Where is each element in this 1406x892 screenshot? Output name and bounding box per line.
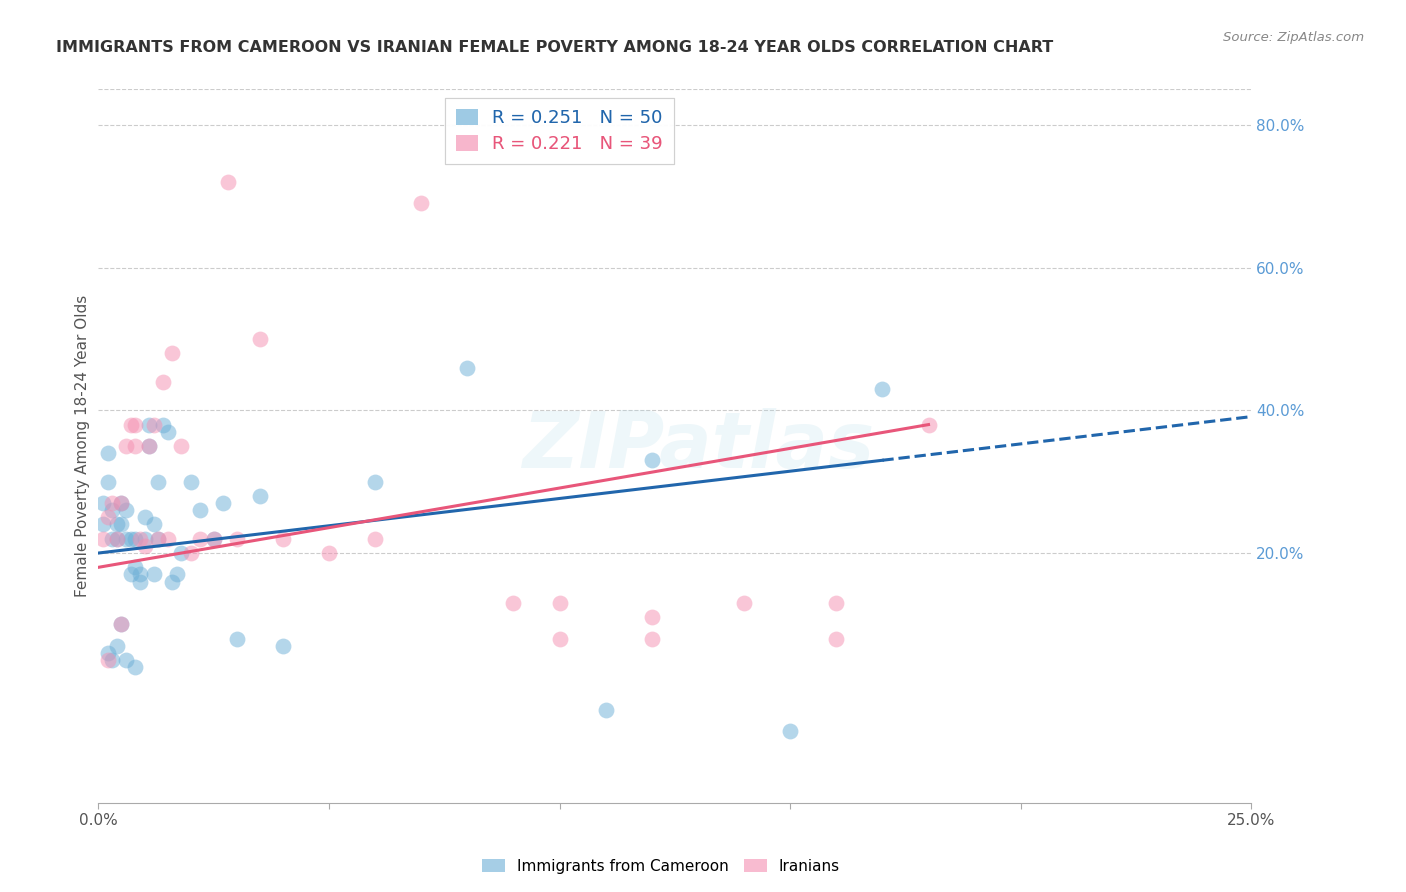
Point <box>170 439 193 453</box>
Point <box>138 417 160 432</box>
Point <box>779 724 801 739</box>
Point <box>225 532 247 546</box>
Point <box>120 567 142 582</box>
Point <box>97 646 120 660</box>
Point <box>180 546 202 560</box>
Point <box>411 196 433 211</box>
Point <box>170 546 193 560</box>
Point <box>548 596 571 610</box>
Point <box>502 596 524 610</box>
Point <box>148 475 170 489</box>
Point <box>271 639 294 653</box>
Point <box>91 496 114 510</box>
Point <box>101 503 124 517</box>
Point <box>318 546 340 560</box>
Legend: R = 0.251   N = 50, R = 0.221   N = 39: R = 0.251 N = 50, R = 0.221 N = 39 <box>446 98 673 163</box>
Point <box>124 439 146 453</box>
Point <box>202 532 225 546</box>
Point <box>825 632 848 646</box>
Point <box>825 596 848 610</box>
Point <box>152 417 174 432</box>
Point <box>115 653 138 667</box>
Text: Source: ZipAtlas.com: Source: ZipAtlas.com <box>1223 31 1364 45</box>
Point <box>124 532 146 546</box>
Point <box>134 510 156 524</box>
Point <box>120 417 142 432</box>
Point <box>142 417 165 432</box>
Point <box>271 532 294 546</box>
Point <box>110 617 132 632</box>
Point <box>129 532 152 546</box>
Point <box>124 417 146 432</box>
Point <box>249 489 271 503</box>
Point <box>129 574 152 589</box>
Point <box>115 532 138 546</box>
Point <box>160 346 183 360</box>
Point <box>160 574 183 589</box>
Point <box>105 639 128 653</box>
Point <box>138 439 160 453</box>
Point <box>364 532 387 546</box>
Point <box>548 632 571 646</box>
Point <box>105 532 128 546</box>
Point <box>188 532 211 546</box>
Point <box>129 567 152 582</box>
Text: ZIPatlas: ZIPatlas <box>522 408 875 484</box>
Point <box>156 425 179 439</box>
Point <box>110 517 132 532</box>
Point <box>202 532 225 546</box>
Point <box>166 567 188 582</box>
Point <box>641 453 664 467</box>
Point <box>105 517 128 532</box>
Point <box>105 532 128 546</box>
Point <box>91 517 114 532</box>
Point <box>115 439 138 453</box>
Point <box>110 496 132 510</box>
Point <box>97 510 120 524</box>
Text: IMMIGRANTS FROM CAMEROON VS IRANIAN FEMALE POVERTY AMONG 18-24 YEAR OLDS CORRELA: IMMIGRANTS FROM CAMEROON VS IRANIAN FEMA… <box>56 40 1053 55</box>
Point <box>217 175 239 189</box>
Point <box>733 596 755 610</box>
Point <box>156 532 179 546</box>
Point <box>225 632 247 646</box>
Point <box>456 360 478 375</box>
Point <box>110 496 132 510</box>
Point <box>142 517 165 532</box>
Point <box>101 653 124 667</box>
Legend: Immigrants from Cameroon, Iranians: Immigrants from Cameroon, Iranians <box>475 853 846 880</box>
Point <box>641 632 664 646</box>
Point <box>91 532 114 546</box>
Point <box>188 503 211 517</box>
Point <box>124 660 146 674</box>
Point <box>249 332 271 346</box>
Point <box>917 417 939 432</box>
Point <box>142 567 165 582</box>
Point <box>101 496 124 510</box>
Y-axis label: Female Poverty Among 18-24 Year Olds: Female Poverty Among 18-24 Year Olds <box>75 295 90 597</box>
Point <box>138 439 160 453</box>
Point <box>124 560 146 574</box>
Point <box>872 382 894 396</box>
Point <box>134 539 156 553</box>
Point <box>148 532 170 546</box>
Point <box>97 446 120 460</box>
Point <box>595 703 617 717</box>
Point <box>364 475 387 489</box>
Point <box>120 532 142 546</box>
Point <box>97 653 120 667</box>
Point <box>115 503 138 517</box>
Point <box>134 532 156 546</box>
Point <box>641 610 664 624</box>
Point <box>101 532 124 546</box>
Point <box>148 532 170 546</box>
Point <box>152 375 174 389</box>
Point <box>97 475 120 489</box>
Point <box>180 475 202 489</box>
Point <box>212 496 235 510</box>
Point <box>110 617 132 632</box>
